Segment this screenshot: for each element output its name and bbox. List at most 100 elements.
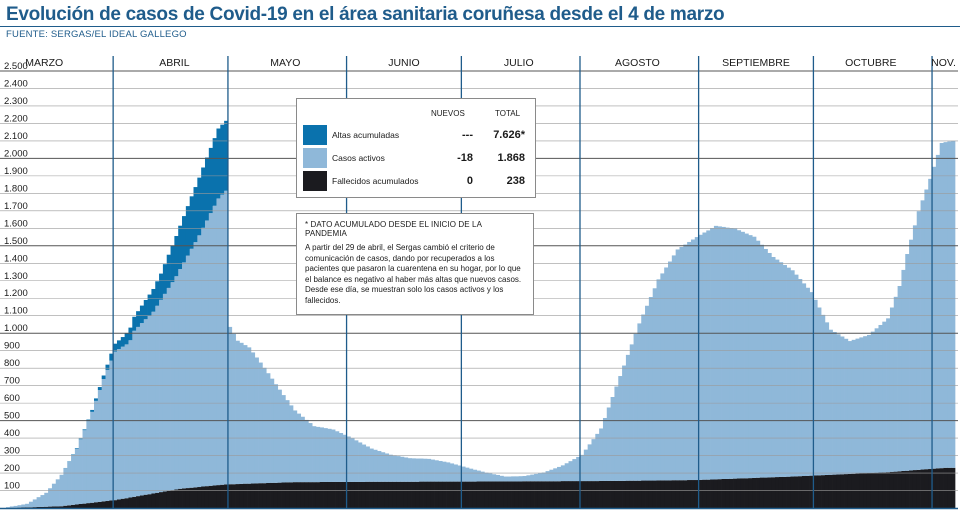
bar-fallecidos [227, 484, 233, 508]
grid-layer [0, 70, 958, 510]
bar-fallecidos [442, 481, 447, 508]
bar-activos [6, 507, 11, 508]
bar-fallecidos [40, 506, 45, 508]
bar-fallecidos [893, 471, 898, 508]
bar-fallecidos [549, 481, 554, 508]
bar-fallecidos [905, 470, 910, 508]
bar-activos [415, 458, 420, 482]
bar-activos [162, 293, 168, 492]
bar-activos [514, 476, 520, 482]
bar-activos [935, 154, 941, 469]
bar-fallecidos [270, 482, 275, 508]
y-tick-label: 200 [4, 463, 20, 474]
bar-fallecidos [308, 482, 313, 508]
bar-activos [201, 227, 206, 487]
bar-activos [32, 499, 37, 508]
bar-fallecidos [698, 479, 703, 508]
bar-altas [189, 196, 194, 249]
bar-fallecidos [694, 480, 699, 508]
bar-fallecidos [557, 481, 562, 508]
bar-activos [480, 471, 485, 482]
bar-activos [51, 483, 57, 507]
chart-source: FUENTE: SERGAS/EL IDEAL GALLEGO [6, 29, 187, 40]
bar-fallecidos [266, 483, 271, 508]
bar-activos [579, 454, 585, 482]
bar-activos [912, 225, 918, 471]
bar-fallecidos [174, 489, 179, 508]
bar-fallecidos [503, 481, 508, 508]
bar-activos [419, 458, 424, 482]
bar-fallecidos [36, 506, 41, 508]
bar-altas [97, 387, 103, 391]
legend-total-fallecidos: 238 [506, 175, 525, 187]
bar-altas [71, 454, 76, 456]
bar-activos [713, 225, 719, 480]
bar-fallecidos [606, 480, 611, 508]
month-label-layer: MARZO ABRIL MAYO JUNIO JULIO AGOSTO SEPTIEMBRE… [25, 57, 956, 69]
title-divider [0, 26, 960, 27]
bar-fallecidos [813, 475, 818, 508]
bar-altas [116, 340, 122, 350]
bar-fallecidos [583, 481, 588, 508]
bar-activos [909, 239, 914, 471]
bar-activos [90, 411, 95, 503]
bar-fallecidos [315, 482, 321, 508]
bar-fallecidos [204, 486, 210, 508]
bar-fallecidos [782, 476, 787, 508]
bar-fallecidos [381, 481, 386, 508]
y-tick-label: 900 [4, 341, 20, 352]
month-label: AGOSTO [615, 57, 660, 69]
bar-altas [162, 264, 168, 294]
bar-activos [736, 230, 742, 479]
bar-activos [790, 270, 795, 477]
bar-altas [182, 216, 187, 263]
bar-fallecidos [197, 487, 202, 508]
bar-fallecidos [403, 481, 409, 508]
bar-altas [132, 316, 137, 331]
bar-fallecidos [312, 482, 317, 508]
bar-fallecidos [951, 467, 956, 508]
bar-activos [687, 241, 692, 481]
bar-activos [488, 473, 493, 482]
bar-activos [21, 504, 26, 508]
bar-activos [170, 282, 175, 491]
bar-activos [610, 397, 615, 481]
bar-altas [166, 254, 171, 288]
bar-fallecidos [690, 480, 696, 508]
bar-fallecidos [568, 481, 573, 508]
bar-altas [208, 147, 213, 214]
bar-activos [220, 194, 225, 485]
bar-activos [335, 431, 340, 482]
legend-swatch-activos [303, 148, 327, 168]
bar-activos [262, 367, 267, 484]
bar-activos [920, 200, 925, 470]
y-tick-label: 300 [4, 446, 20, 457]
bar-fallecidos [537, 481, 543, 508]
bar-fallecidos [21, 507, 26, 508]
bar-fallecidos [25, 507, 30, 508]
bar-activos [809, 292, 814, 476]
bar-fallecidos [507, 481, 512, 508]
bar-activos [553, 468, 558, 482]
bar-altas [113, 343, 118, 352]
bar-fallecidos [465, 481, 470, 508]
bar-fallecidos [90, 502, 95, 508]
bar-fallecidos [794, 476, 799, 508]
bar-activos [354, 440, 359, 482]
bar-fallecidos [602, 480, 608, 508]
bar-activos [270, 378, 275, 483]
bar-activos [48, 488, 53, 507]
bar-fallecidos [476, 481, 481, 508]
bar-activos [465, 467, 470, 482]
bar-activos [289, 405, 294, 483]
bar-activos [55, 479, 60, 507]
bar-activos [821, 314, 826, 476]
bar-activos [599, 428, 604, 481]
bar-fallecidos [182, 488, 187, 508]
bar-fallecidos [224, 484, 229, 508]
legend-header-total: TOTAL [495, 109, 521, 118]
bar-altas [170, 245, 175, 283]
bar-activos [159, 299, 164, 493]
bar-activos [442, 461, 447, 482]
bar-fallecidos [576, 481, 581, 508]
